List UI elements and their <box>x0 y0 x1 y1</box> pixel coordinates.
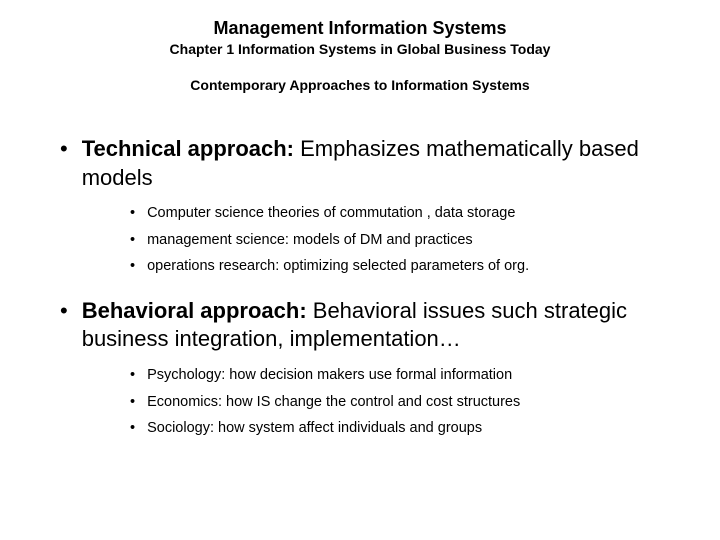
sub-bullet-list: • Computer science theories of commutati… <box>130 204 680 277</box>
sub-bullet-text: operations research: optimizing selected… <box>147 257 680 277</box>
bullet-text: Behavioral approach: Behavioral issues s… <box>82 297 680 354</box>
bullet-text: Technical approach: Emphasizes mathemati… <box>82 135 680 192</box>
section-heading: Contemporary Approaches to Information S… <box>40 77 680 93</box>
sub-bullet: • management science: models of DM and p… <box>130 231 680 251</box>
bullet-icon: • <box>130 419 135 439</box>
sub-bullet: • Sociology: how system affect individua… <box>130 419 680 439</box>
sub-bullet-list: • Psychology: how decision makers use fo… <box>130 366 680 439</box>
slide-content: • Technical approach: Emphasizes mathema… <box>40 135 680 439</box>
sub-bullet-text: Sociology: how system affect individuals… <box>147 419 680 439</box>
main-bullet: • Technical approach: Emphasizes mathema… <box>60 135 680 192</box>
bullet-icon: • <box>130 231 135 251</box>
sub-bullet: • Computer science theories of commutati… <box>130 204 680 224</box>
sub-bullet-text: Computer science theories of commutation… <box>147 204 680 224</box>
bullet-icon: • <box>130 393 135 413</box>
main-bullet: • Behavioral approach: Behavioral issues… <box>60 297 680 354</box>
sub-bullet: • operations research: optimizing select… <box>130 257 680 277</box>
bullet-icon: • <box>60 135 68 192</box>
bullet-lead: Technical approach: <box>82 136 294 161</box>
bullet-icon: • <box>130 366 135 386</box>
slide-header: Management Information Systems Chapter 1… <box>40 18 680 93</box>
sub-bullet: • Economics: how IS change the control a… <box>130 393 680 413</box>
slide-title: Management Information Systems <box>40 18 680 39</box>
slide-subtitle: Chapter 1 Information Systems in Global … <box>40 41 680 57</box>
bullet-icon: • <box>130 204 135 224</box>
bullet-icon: • <box>60 297 68 354</box>
bullet-icon: • <box>130 257 135 277</box>
sub-bullet-text: Economics: how IS change the control and… <box>147 393 680 413</box>
sub-bullet-text: Psychology: how decision makers use form… <box>147 366 680 386</box>
bullet-lead: Behavioral approach: <box>82 298 307 323</box>
sub-bullet-text: management science: models of DM and pra… <box>147 231 680 251</box>
sub-bullet: • Psychology: how decision makers use fo… <box>130 366 680 386</box>
